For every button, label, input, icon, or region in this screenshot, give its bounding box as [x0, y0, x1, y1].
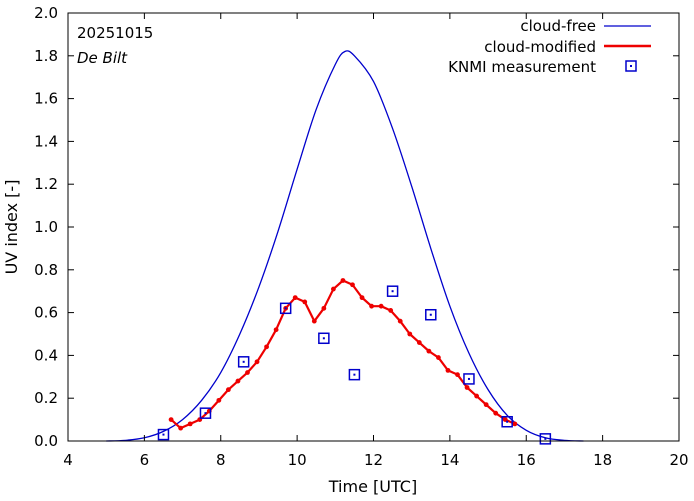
x-tick-label: 14: [440, 451, 459, 469]
cloud-modified-point: [397, 318, 403, 324]
knmi-measurement-dot: [322, 337, 325, 340]
cloud-modified-point: [416, 340, 422, 345]
knmi-measurement-point: [539, 433, 552, 445]
cloud-modified-point: [245, 370, 250, 375]
knmi-measurement-point: [279, 302, 292, 315]
x-tick-label: 18: [593, 451, 612, 469]
cloud-modified-point: [493, 410, 499, 416]
cloud-modified-point: [445, 367, 451, 373]
y-tick-label: 0.2: [34, 389, 58, 407]
knmi-measurement-dot: [429, 313, 432, 316]
knmi-measurement-dot: [391, 290, 394, 293]
annotation-date: 20251015: [77, 24, 153, 42]
x-tick-label: 8: [216, 451, 226, 469]
cloud-modified-point: [378, 303, 384, 309]
knmi-measurement-point: [199, 407, 212, 419]
legend-label-cloud-modified: cloud-modified: [484, 38, 596, 56]
legend-swatch-knmi-dot: [630, 65, 632, 67]
knmi-measurement-point: [237, 356, 250, 368]
legend-swatch-knmi-measurement: [625, 60, 637, 72]
cloud-modified-point: [359, 295, 365, 301]
knmi-measurement-point: [386, 285, 399, 297]
knmi-measurement-point: [425, 308, 437, 321]
y-tick-label: 0.0: [34, 432, 58, 450]
knmi-measurement-point: [318, 332, 330, 345]
cloud-modified-point: [168, 417, 174, 422]
knmi-measurement-dot: [467, 377, 470, 380]
cloud-modified-point: [331, 286, 336, 292]
series-line-cloud-free: [106, 50, 584, 442]
cloud-modified-point: [225, 387, 231, 393]
legend-label-cloud-free: cloud-free: [520, 17, 596, 35]
knmi-measurement-dot: [242, 360, 245, 363]
cloud-modified-point: [464, 385, 470, 390]
cloud-modified-point: [292, 295, 298, 301]
cloud-modified-point: [369, 303, 374, 309]
cloud-modified-point: [254, 359, 260, 365]
x-tick-label: 10: [288, 451, 307, 469]
cloud-modified-point: [483, 402, 489, 408]
y-tick-label: 0.6: [34, 304, 58, 322]
cloud-modified-point: [350, 282, 355, 288]
cloud-modified-point: [340, 278, 346, 283]
knmi-measurement-point: [463, 373, 475, 385]
x-axis-title: Time [UTC]: [328, 477, 417, 496]
knmi-measurement-dot: [162, 433, 165, 436]
knmi-measurement-point: [348, 368, 361, 381]
cloud-modified-point: [455, 372, 460, 378]
curves-layer: [106, 50, 584, 445]
cloud-modified-point: [235, 378, 241, 384]
y-tick-label: 2.0: [34, 4, 58, 22]
x-tick-label: 4: [63, 451, 73, 469]
y-tick-label: 1.6: [34, 90, 58, 108]
cloud-modified-point: [474, 393, 480, 399]
knmi-measurement-dot: [284, 307, 287, 310]
plot-frame: [67, 12, 680, 442]
cloud-modified-point: [436, 355, 441, 360]
cloud-modified-point: [273, 327, 279, 333]
cloud-modified-point: [302, 299, 308, 305]
y-tick-label: 1.8: [34, 47, 58, 65]
cloud-modified-point: [321, 305, 327, 311]
y-tick-label: 0.8: [34, 261, 58, 279]
annotation-location: De Bilt: [77, 49, 128, 67]
knmi-measurement-dot: [506, 420, 509, 423]
legend: cloud-free cloud-modified KNMI measureme…: [448, 17, 651, 76]
knmi-measurement-dot: [544, 437, 547, 440]
cloud-modified-point: [388, 308, 394, 313]
x-tick-label: 6: [140, 451, 150, 469]
knmi-measurement-point: [157, 428, 170, 441]
cloud-modified-point: [426, 348, 432, 354]
x-tick-label: 12: [364, 451, 383, 469]
cloud-modified-point: [216, 397, 222, 403]
knmi-measurement-dot: [204, 412, 207, 415]
y-tick-label: 1.2: [34, 175, 58, 193]
legend-label-knmi-measurement: KNMI measurement: [448, 58, 596, 76]
x-tick-label: 16: [517, 451, 536, 469]
y-tick-label: 1.0: [34, 218, 58, 236]
cloud-modified-point: [178, 425, 184, 431]
knmi-measurement-dot: [353, 373, 356, 376]
cloud-modified-point: [311, 318, 317, 324]
cloud-modified-point: [264, 344, 269, 350]
y-tick-label: 1.4: [34, 132, 58, 150]
cloud-modified-point: [512, 421, 518, 427]
y-tick-label: 0.4: [34, 346, 58, 364]
cloud-modified-point: [187, 421, 193, 427]
y-axis-title: UV index [-]: [2, 180, 21, 275]
cloud-modified-point: [407, 331, 413, 337]
knmi-measurement-point: [501, 415, 513, 428]
x-tick-label: 20: [669, 451, 688, 469]
ticks-layer: 4 6 8 10 12 14 16 18 20 0.0 0.2 0.4 0.6 0.8 1.0 1.2 1.4 1…: [34, 4, 688, 469]
